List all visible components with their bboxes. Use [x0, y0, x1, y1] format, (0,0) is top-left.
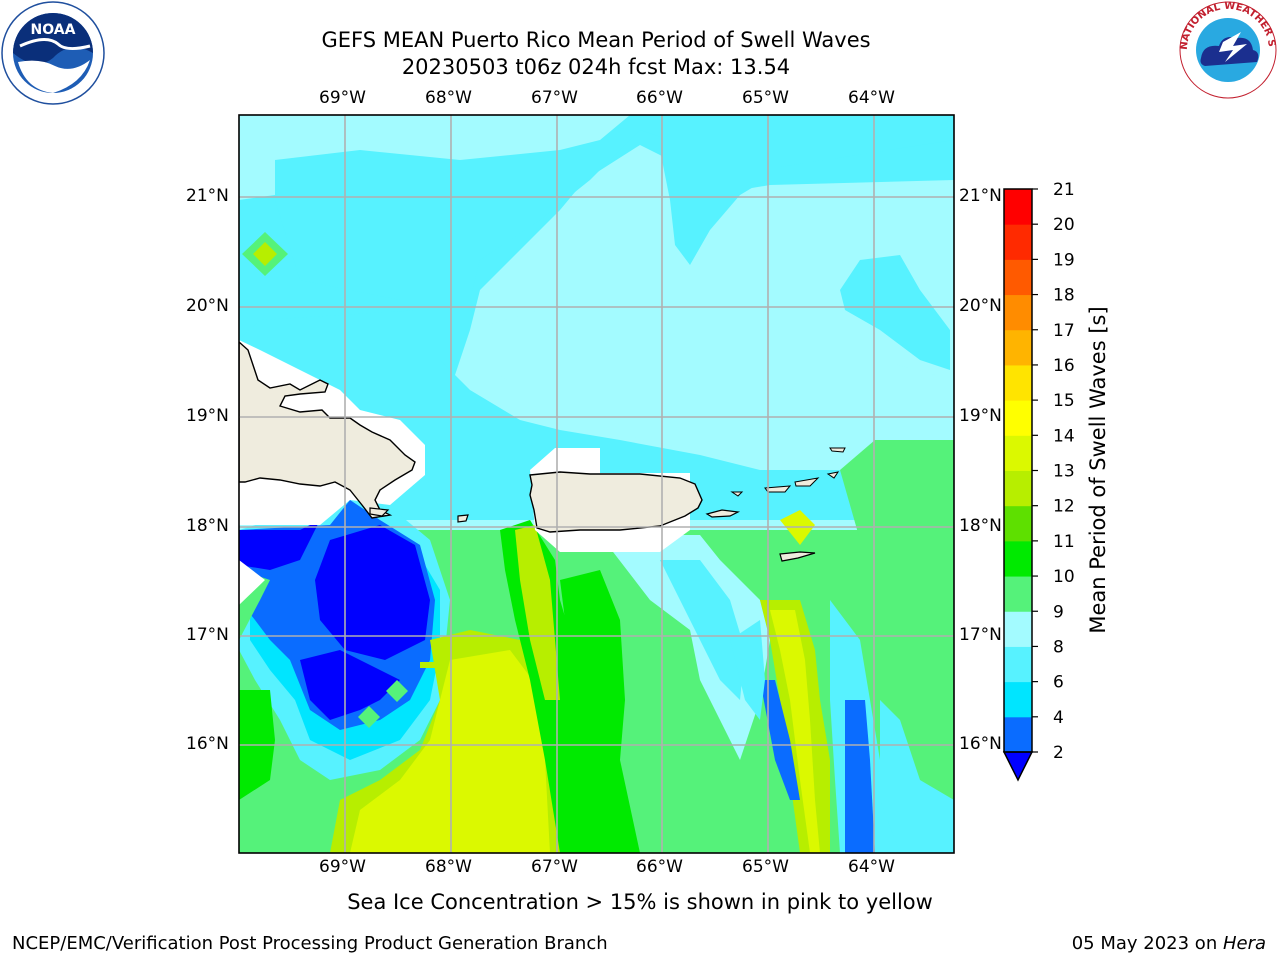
colorbar-extend-arrow	[1002, 751, 1034, 782]
colorbar-segment	[1004, 294, 1032, 331]
lon-label-bottom: 66°W	[636, 857, 683, 877]
colorbar-tick-label: 13	[1053, 462, 1075, 482]
lat-label-right: 21°N	[959, 186, 1002, 206]
lon-label-bottom: 68°W	[425, 857, 472, 877]
colorbar-segment	[1004, 611, 1032, 647]
colorbar-segment	[1004, 259, 1032, 296]
colorbar-segment	[1004, 435, 1032, 471]
lon-label-bottom: 69°W	[319, 857, 366, 877]
lon-label-top: 69°W	[319, 88, 366, 108]
lon-label-bottom: 64°W	[848, 857, 895, 877]
noaa-logo-text: NOAA	[31, 22, 76, 38]
colorbar-segment	[1004, 681, 1032, 718]
chart-subtitle: 20230503 t06z 024h fcst Max: 13.54	[401, 55, 791, 79]
swell-period-map	[238, 114, 955, 854]
colorbar-segment	[1004, 400, 1032, 436]
lon-label-top: 68°W	[425, 88, 472, 108]
colorbar-tick-label: 19	[1053, 250, 1075, 270]
lat-label-left: 17°N	[186, 625, 229, 645]
colorbar-tick-label: 17	[1053, 321, 1075, 341]
colorbar-segment	[1004, 189, 1032, 225]
colorbar-tick-label: 12	[1053, 497, 1075, 517]
lat-label-right: 17°N	[959, 625, 1002, 645]
colorbar-tick-label: 11	[1053, 532, 1075, 552]
footer-date: 05 May 2023 on Hera	[1072, 933, 1266, 954]
lat-label-left: 18°N	[186, 516, 229, 536]
colorbar-tick-label: 2	[1053, 743, 1064, 763]
colorbar-tick-label: 18	[1053, 286, 1075, 306]
colorbar-tick-label: 16	[1053, 356, 1075, 376]
lon-label-bottom: 65°W	[742, 857, 789, 877]
footer-date-text: 05 May 2023 on	[1071, 933, 1223, 954]
colorbar-segment	[1004, 716, 1032, 753]
colorbar-tick-label: 6	[1053, 673, 1064, 693]
colorbar-segment	[1004, 364, 1032, 401]
chart-title: GEFS MEAN Puerto Rico Mean Period of Swe…	[321, 28, 871, 52]
lat-label-left: 19°N	[186, 406, 229, 426]
lat-label-right: 18°N	[959, 516, 1002, 536]
lon-label-top: 66°W	[636, 88, 683, 108]
colorbar-label: Mean Period of Swell Waves [s]	[1086, 306, 1110, 634]
colorbar-tick-label: 9	[1053, 602, 1064, 622]
colorbar-tick-label: 15	[1053, 391, 1075, 411]
colorbar-segment	[1004, 329, 1032, 366]
lat-label-left: 16°N	[186, 734, 229, 754]
colorbar-tick-label: 4	[1053, 708, 1064, 728]
lon-label-top: 65°W	[742, 88, 789, 108]
colorbar-segment	[1004, 540, 1032, 577]
colorbar-segment	[1004, 576, 1032, 612]
lat-label-right: 19°N	[959, 406, 1002, 426]
colorbar-tick-label: 21	[1053, 180, 1075, 200]
lon-label-top: 64°W	[848, 88, 895, 108]
lon-label-top: 67°W	[531, 88, 578, 108]
map-frame	[238, 114, 955, 854]
lon-label-bottom: 67°W	[531, 857, 578, 877]
colorbar: 2 4 6 8 9 10 11 12 13 14 15 16 17 18 19 20 21	[1002, 180, 1075, 782]
colorbar-segment	[1004, 646, 1032, 683]
nws-logo: NATIONAL WEATHER SERVICE	[1177, 0, 1277, 99]
colorbar-segment	[1004, 224, 1032, 260]
footer-branch: NCEP/EMC/Verification Post Processing Pr…	[12, 933, 608, 954]
colorbar-tick-label: 10	[1053, 567, 1075, 587]
lat-label-left: 20°N	[186, 296, 229, 316]
lat-label-right: 20°N	[959, 296, 1002, 316]
lat-label-left: 21°N	[186, 186, 229, 206]
footer-machine: Hera	[1222, 933, 1266, 954]
noaa-logo: NOAA	[1, 1, 105, 105]
lat-label-right: 16°N	[959, 734, 1002, 754]
colorbar-segment	[1004, 470, 1032, 507]
sea-ice-caption: Sea Ice Concentration > 15% is shown in …	[347, 890, 933, 914]
colorbar-tick-label: 20	[1053, 215, 1075, 235]
colorbar-segment	[1004, 505, 1032, 542]
colorbar-tick-label: 8	[1053, 637, 1064, 657]
colorbar-tick-label: 14	[1053, 426, 1075, 446]
